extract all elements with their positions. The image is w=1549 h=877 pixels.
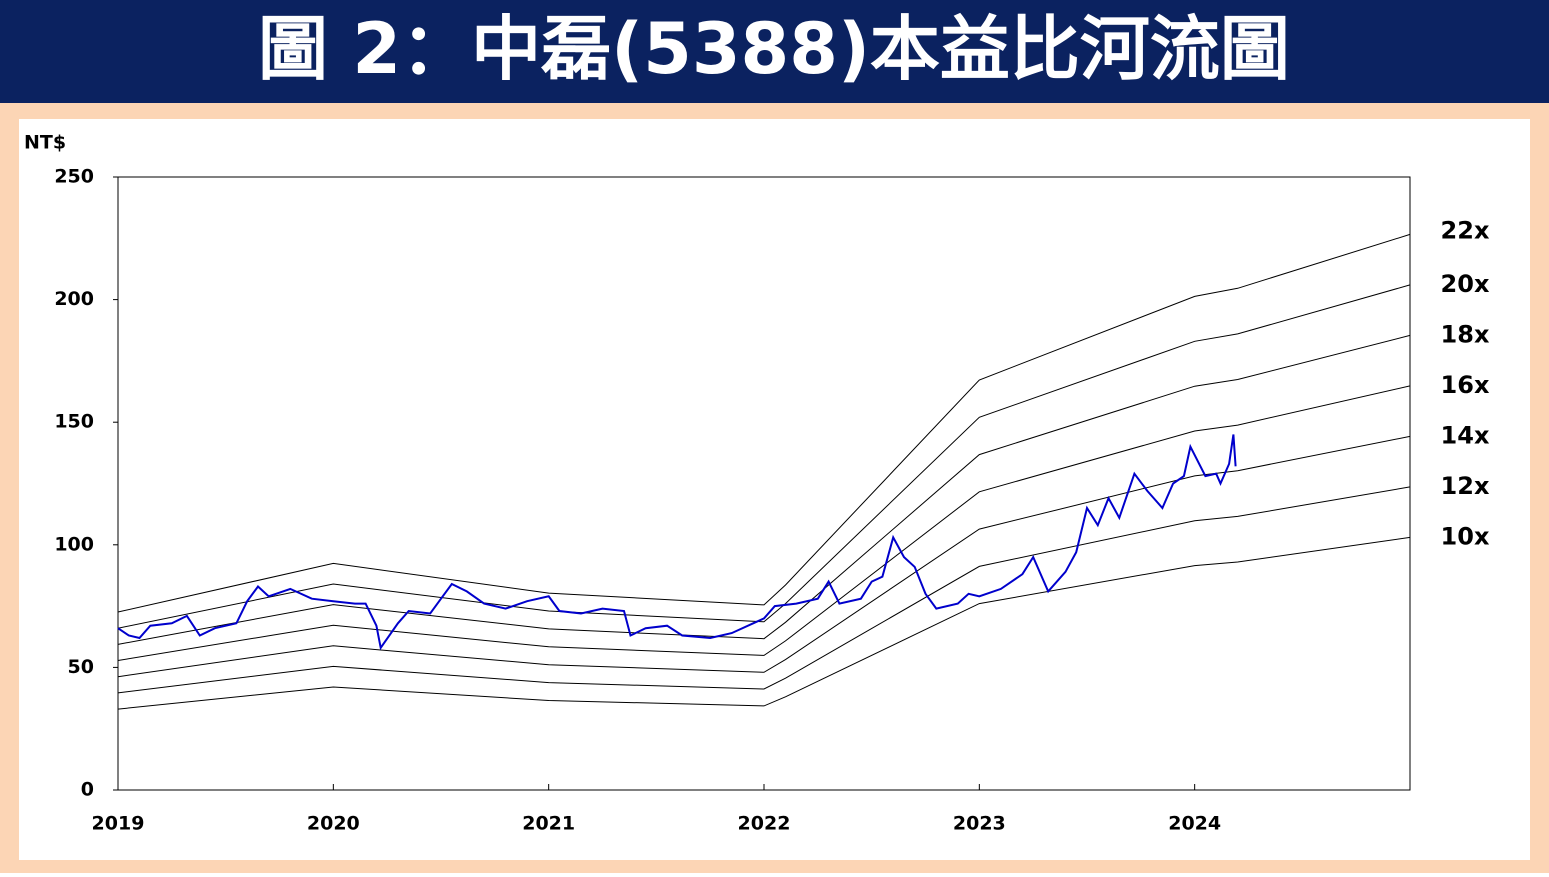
band-label: 20x [1441, 270, 1490, 298]
y-tick-label: 150 [54, 411, 94, 433]
band-label: 22x [1441, 216, 1490, 244]
y-tick-label: 100 [54, 533, 94, 555]
band-line [117, 435, 1411, 678]
band-line [117, 233, 1411, 613]
band-line [117, 486, 1411, 694]
y-tick-label: 0 [81, 779, 94, 801]
band-line [117, 536, 1411, 710]
chart-title: 圖 2：中磊(5388)本益比河流圖 [258, 8, 1290, 90]
band-line [117, 334, 1411, 645]
header [0, 0, 1549, 103]
y-tick-label: 250 [54, 166, 94, 188]
band-label: 10x [1441, 522, 1490, 550]
band-line [117, 284, 1411, 629]
x-tick-label: 2024 [1168, 813, 1221, 835]
band-label: 18x [1441, 320, 1490, 348]
band-label: 16x [1441, 371, 1490, 399]
panel [19, 119, 1530, 860]
band-label: 12x [1441, 472, 1490, 500]
band-label: 14x [1441, 421, 1490, 449]
y-tick-label: 200 [54, 288, 94, 310]
band-line [117, 385, 1411, 661]
x-tick-label: 2023 [953, 813, 1006, 835]
x-tick-label: 2020 [307, 813, 360, 835]
x-tick-label: 2021 [522, 813, 575, 835]
x-tick-label: 2022 [738, 813, 791, 835]
y-tick-label: 50 [68, 656, 94, 678]
x-tick-label: 2019 [92, 813, 145, 835]
y-axis-label: NT$ [24, 132, 66, 154]
price-line [117, 434, 1237, 651]
